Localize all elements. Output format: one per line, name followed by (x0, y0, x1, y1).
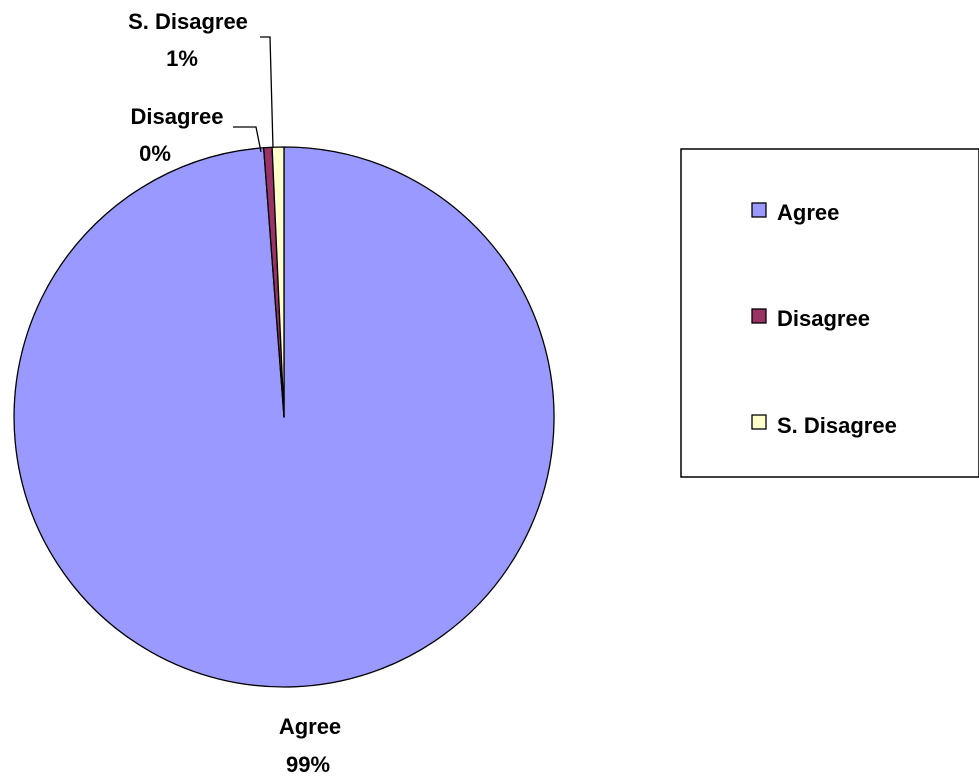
data-label-disagree-value: 0% (139, 141, 171, 166)
legend-swatch-s-disagree (751, 414, 767, 430)
legend-label-agree: Agree (777, 200, 839, 225)
legend: Agree Disagree S. Disagree (680, 148, 979, 478)
data-label-agree-name: Agree (279, 714, 341, 739)
legend-label-s-disagree: S. Disagree (777, 413, 897, 438)
leader-lines (233, 36, 274, 153)
legend-box (680, 148, 979, 478)
pie-slices (13, 146, 555, 688)
legend-swatch-disagree (751, 308, 767, 324)
data-label-disagree-name: Disagree (131, 104, 224, 129)
data-label-s-disagree-value: 1% (166, 46, 198, 71)
legend-swatch-agree (751, 202, 767, 218)
data-label-agree-value: 99% (286, 752, 330, 777)
leader-line-disagree (233, 126, 262, 153)
data-label-s-disagree-name: S. Disagree (128, 9, 248, 34)
leader-line-s-disagree (260, 36, 274, 149)
legend-label-disagree: Disagree (777, 306, 870, 331)
pie-slice-s-disagree (271, 146, 285, 418)
